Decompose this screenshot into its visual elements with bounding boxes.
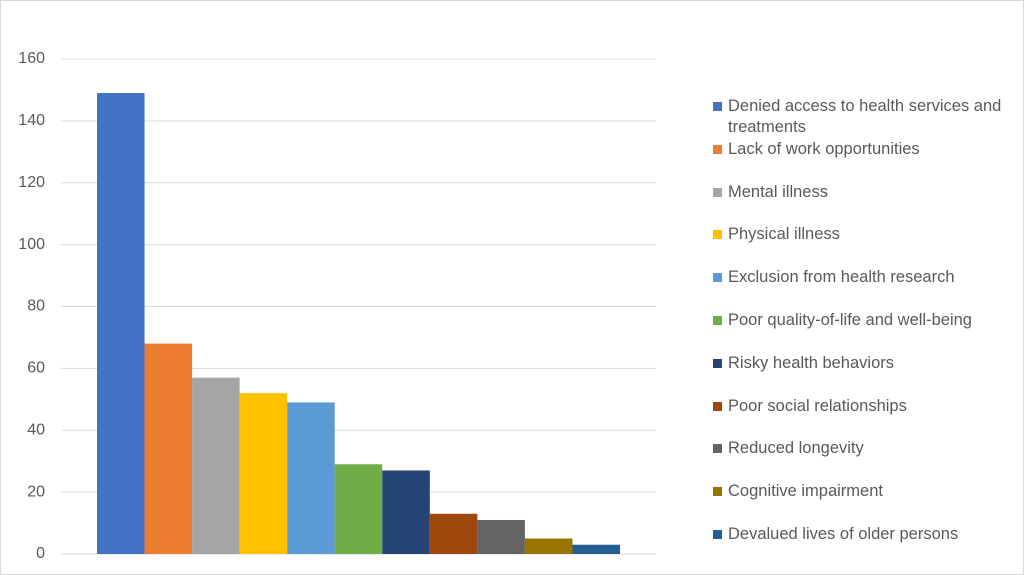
legend-label: Poor quality-of-life and well-being [728,311,972,329]
legend-item: Exclusion from health research [713,267,1013,288]
legend-swatch [713,316,722,325]
bar [287,402,335,554]
legend-label: Physical illness [728,225,840,244]
y-tick-label: 160 [18,50,45,67]
y-tick-label: 100 [18,236,45,253]
y-tick-label: 140 [18,112,45,129]
legend-swatch [713,230,722,240]
legend-swatch [713,144,722,154]
legend-label: Exclusion from health research [728,268,955,287]
legend-item: Poor quality-of-life and well-being [713,310,1013,331]
bar [572,544,620,554]
legend-swatch [713,358,722,368]
legend-swatch [713,444,722,454]
legend-item: Mental illness [713,182,1013,203]
legend-item: Reduced longevity [713,438,1013,459]
legend-label: Mental illness [728,182,828,201]
legend-label: Poor social relationships [728,396,907,415]
y-tick-label: 40 [27,421,45,438]
legend-item: Cognitive impairment [713,481,1013,502]
legend-label: Reduced longevity [728,439,864,458]
legend-label: Cognitive impairment [728,482,883,501]
legend-swatch [713,273,722,283]
y-tick-label: 0 [36,545,45,562]
legend-swatch [713,401,722,411]
y-tick-label: 80 [27,298,45,315]
legend-item: Poor social relationships [713,396,1013,417]
legend-item: Risky health behaviors [713,353,1013,374]
bar [524,538,573,554]
legend-item: Denied access to health services and tre… [713,96,1013,138]
legend-swatch [713,530,722,539]
bar [477,519,525,554]
y-tick-label: 120 [18,174,45,191]
legend-item: Devalued lives of older persons [713,524,1013,545]
y-tick-label: 20 [27,483,45,500]
bar [97,93,145,554]
legend-swatch [713,487,722,497]
bar [192,377,240,554]
bar [429,513,478,554]
legend-label: Risky health behaviors [728,353,894,372]
legend-label: Lack of work opportunities [728,139,920,158]
legend-swatch [713,102,722,111]
bar [334,464,383,554]
bar [144,343,193,554]
legend-item: Physical illness [713,224,1013,245]
legend-swatch [713,187,722,197]
legend-item: Lack of work opportunities [713,139,1013,160]
y-tick-label: 60 [27,360,45,377]
bar [382,470,430,554]
bar [239,393,288,554]
legend-label: Denied access to health services and tre… [728,97,1002,136]
legend-label: Devalued lives of older persons [728,525,959,543]
